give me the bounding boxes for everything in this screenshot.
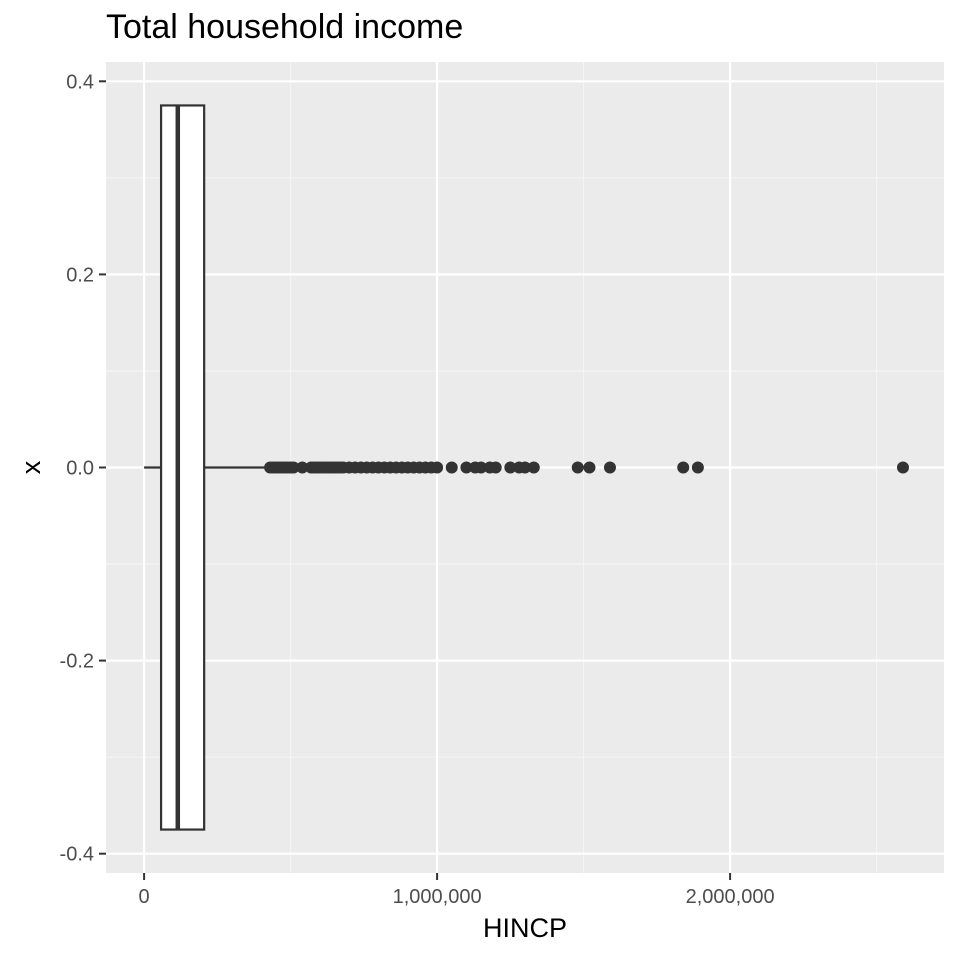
outlier-points [264, 461, 909, 474]
x-tick-label: 1,000,000 [393, 886, 482, 908]
x-axis-title: HINCP [483, 913, 567, 943]
outlier-point [504, 461, 517, 474]
outlier-point [460, 461, 473, 474]
outlier-point [475, 461, 488, 474]
outlier-point [431, 461, 444, 474]
axes: 0 1,000,000 2,000,000 0.4 0.2 0.0 -0.2 -0.4 [60, 71, 775, 908]
outlier-point [571, 461, 584, 474]
outlier-point [489, 461, 502, 474]
y-tick-label: 0.0 [66, 458, 94, 480]
outlier-point [519, 461, 531, 474]
outlier-point [677, 461, 690, 474]
y-tick-label: 0.4 [66, 71, 94, 93]
outlier-point [287, 461, 300, 474]
chart-title: Total household income [106, 8, 464, 46]
y-tick-label: -0.2 [60, 651, 94, 673]
y-tick-label: -0.4 [60, 844, 94, 866]
x-tick-label: 2,000,000 [686, 886, 775, 908]
y-axis-title: x [16, 460, 46, 474]
outlier-point [445, 461, 458, 474]
outlier-point [296, 461, 309, 474]
outlier-point [691, 461, 704, 474]
iqr-box [159, 104, 206, 831]
outlier-point [583, 461, 596, 474]
outlier-point [527, 461, 540, 474]
outlier-point [896, 461, 909, 474]
outlier-point [603, 461, 616, 474]
x-tick-label: 0 [139, 886, 150, 908]
y-tick-label: 0.2 [66, 264, 94, 286]
boxplot [144, 104, 269, 831]
